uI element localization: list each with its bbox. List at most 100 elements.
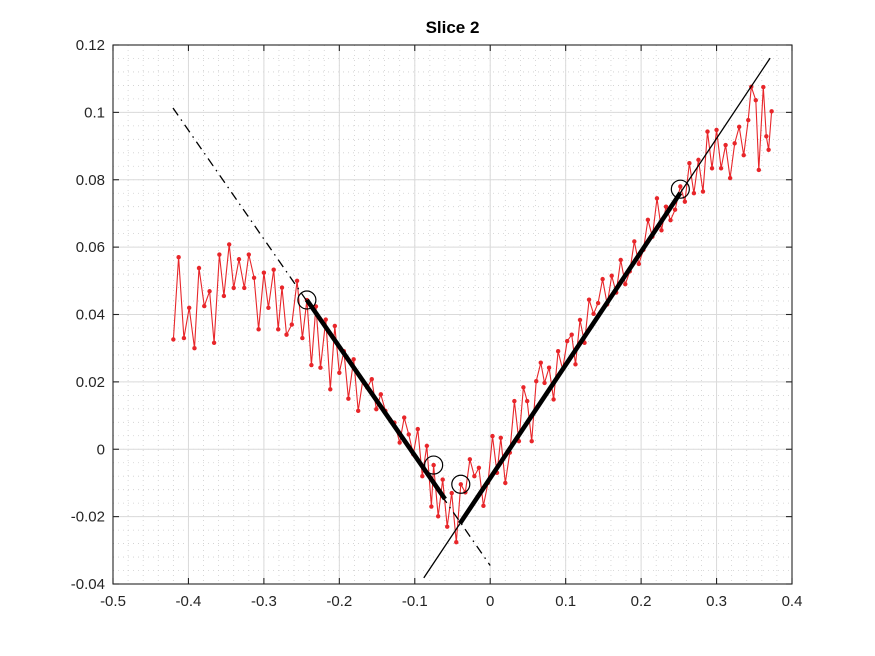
- data-point-marker: [242, 285, 247, 291]
- data-point-marker: [176, 255, 181, 260]
- data-point-marker: [458, 482, 463, 487]
- data-point-marker: [202, 303, 207, 309]
- data-point-marker: [309, 362, 314, 368]
- data-point-marker: [663, 204, 669, 209]
- data-point-marker: [467, 457, 473, 462]
- data-point-marker: [714, 127, 719, 133]
- x-tick-label: 0.4: [782, 593, 803, 610]
- data-point-marker: [672, 207, 678, 212]
- data-point-marker: [472, 474, 477, 479]
- data-point-marker: [632, 239, 637, 244]
- data-point-marker: [551, 397, 556, 402]
- data-point-marker: [332, 323, 338, 329]
- data-point-marker: [337, 370, 342, 375]
- data-point-marker: [569, 332, 574, 337]
- x-tick-label: -0.3: [251, 593, 277, 610]
- y-tick-label: 0.08: [76, 172, 105, 189]
- x-tick-label: 0.2: [631, 593, 652, 610]
- data-point-marker: [521, 385, 526, 390]
- data-point-marker: [476, 465, 482, 470]
- data-point-marker: [705, 129, 710, 134]
- data-point-marker: [440, 477, 445, 482]
- data-point-marker: [328, 387, 333, 392]
- highlighted-point-circle: [670, 179, 690, 199]
- data-point-marker: [351, 357, 356, 362]
- data-point-marker: [618, 257, 623, 263]
- data-point-marker: [406, 432, 411, 437]
- x-tick-label: -0.1: [402, 593, 428, 610]
- data-point-marker: [266, 305, 271, 310]
- data-point-marker: [449, 490, 454, 496]
- data-point-marker: [691, 191, 697, 196]
- data-point-marker: [435, 514, 441, 519]
- data-point-marker: [746, 117, 751, 123]
- x-tick-label: 0.3: [706, 593, 727, 610]
- data-point-marker: [542, 380, 547, 386]
- data-point-marker: [323, 317, 328, 322]
- right-fit-segment: [458, 191, 683, 525]
- data-point-marker: [696, 157, 701, 163]
- data-point-marker: [355, 408, 361, 414]
- x-tick-label: -0.2: [326, 593, 352, 610]
- x-tick-label: 0.1: [555, 593, 576, 610]
- data-point-marker: [256, 327, 261, 332]
- data-point-marker: [415, 426, 420, 432]
- highlighted-point-circle: [451, 474, 471, 494]
- data-point-marker: [271, 267, 276, 272]
- data-point-marker: [586, 297, 592, 302]
- data-point-marker: [503, 480, 508, 486]
- y-tick-label: 0.06: [76, 239, 105, 256]
- data-point-marker: [668, 217, 673, 223]
- data-point-marker: [231, 285, 236, 291]
- data-point-marker: [192, 345, 197, 351]
- data-point-marker: [529, 438, 534, 444]
- y-tick-label: -0.02: [71, 509, 105, 526]
- y-tick-label: 0.02: [76, 374, 105, 391]
- y-tick-label: 0: [97, 441, 105, 458]
- y-tick-label: 0.12: [76, 37, 105, 54]
- data-point-marker: [378, 392, 384, 397]
- data-point-marker: [284, 332, 289, 337]
- data-point-marker: [573, 362, 578, 367]
- data-point-marker: [600, 276, 605, 282]
- data-point-marker: [512, 398, 517, 404]
- data-point-marker: [429, 504, 434, 509]
- data-point-marker: [481, 503, 486, 509]
- left-fit-segment: [305, 298, 447, 501]
- x-tick-label: 0: [486, 593, 494, 610]
- data-point-marker: [524, 398, 530, 404]
- data-point-marker: [538, 360, 543, 365]
- data-point-marker: [226, 242, 232, 247]
- data-point-marker: [534, 379, 539, 384]
- data-point-marker: [769, 109, 774, 114]
- data-point-marker: [736, 124, 742, 130]
- data-point-marker: [700, 189, 706, 194]
- data-point-marker: [564, 338, 570, 344]
- data-point-marker: [186, 305, 192, 310]
- data-point-marker: [595, 300, 601, 306]
- data-point-marker: [577, 317, 583, 323]
- data-point-marker: [546, 365, 552, 370]
- chart-title: Slice 2: [425, 18, 480, 37]
- data-point-marker: [318, 365, 323, 370]
- data-point-marker: [211, 340, 217, 345]
- data-point-marker: [591, 311, 596, 317]
- data-point-marker: [276, 327, 281, 332]
- data-point-marker: [682, 199, 688, 204]
- data-point-marker: [753, 98, 758, 103]
- data-point-marker: [654, 196, 660, 201]
- data-point-marker: [645, 217, 651, 223]
- x-tick-label: -0.4: [176, 593, 202, 610]
- data-point-marker: [251, 275, 257, 280]
- data-point-marker: [289, 322, 295, 327]
- data-point-marker: [741, 152, 746, 158]
- data-point-marker: [300, 335, 305, 341]
- data-point-marker: [636, 261, 642, 267]
- data-point-marker: [294, 278, 300, 284]
- data-point-marker: [171, 337, 176, 342]
- data-point-marker: [764, 134, 769, 139]
- y-tick-label: -0.04: [71, 576, 105, 593]
- data-point-marker: [766, 147, 771, 152]
- data-point-marker: [659, 228, 664, 233]
- data-point-marker: [756, 167, 762, 173]
